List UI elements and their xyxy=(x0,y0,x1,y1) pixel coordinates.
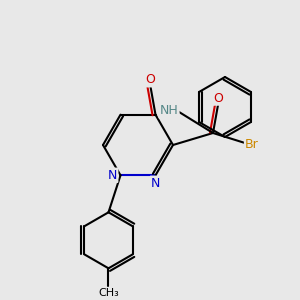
Text: O: O xyxy=(146,73,155,86)
Text: Br: Br xyxy=(245,139,259,152)
Text: NH: NH xyxy=(160,104,178,118)
Text: CH₃: CH₃ xyxy=(98,288,119,298)
Text: N: N xyxy=(108,169,117,182)
Text: N: N xyxy=(151,177,160,190)
Text: O: O xyxy=(213,92,223,104)
